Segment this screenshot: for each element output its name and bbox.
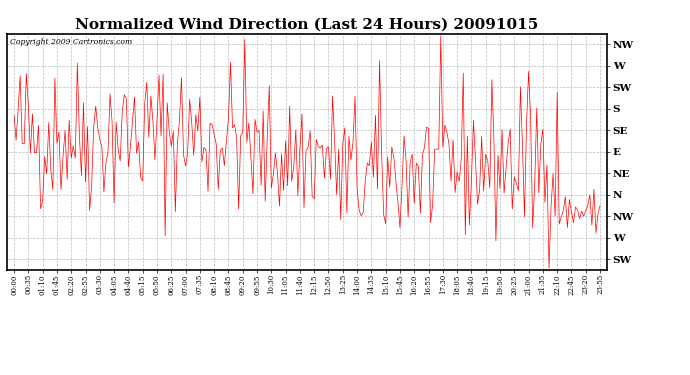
Text: Copyright 2009 Cartronics.com: Copyright 2009 Cartronics.com [10,39,132,46]
Title: Normalized Wind Direction (Last 24 Hours) 20091015: Normalized Wind Direction (Last 24 Hours… [75,17,539,31]
